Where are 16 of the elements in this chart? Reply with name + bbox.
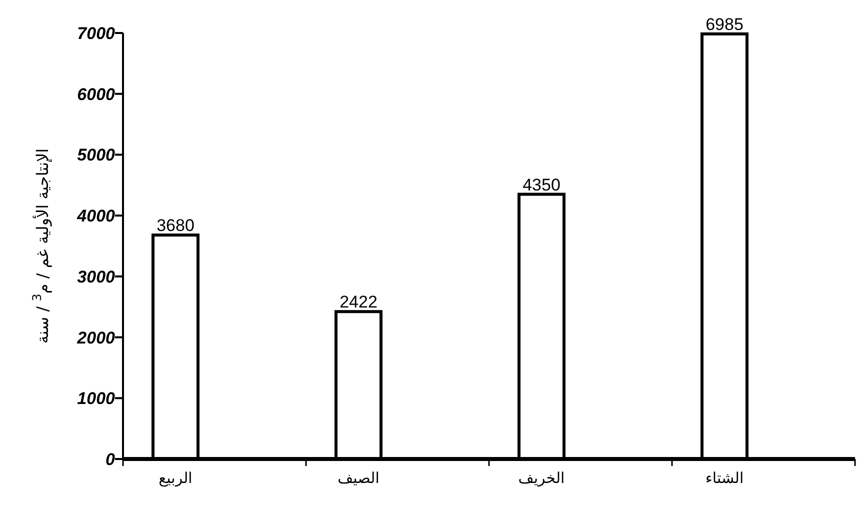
y-tick-label: 1000 <box>77 389 116 408</box>
data-label: 6985 <box>706 14 744 34</box>
data-label: 2422 <box>340 292 378 312</box>
x-tick-label: الشتاء <box>705 469 744 487</box>
x-tick-label: الصيف <box>338 469 380 487</box>
y-tick-label: 4000 <box>76 206 116 226</box>
y-tick-label: 5000 <box>77 146 116 165</box>
x-tick-label: الربيع <box>158 469 192 487</box>
y-tick-label: 6000 <box>77 84 116 104</box>
y-tick-label: 2000 <box>76 328 116 348</box>
data-label: 3680 <box>156 216 194 236</box>
data-label: 4350 <box>522 175 560 194</box>
y-tick-label: 3000 <box>77 267 116 286</box>
x-tick-label: الخريف <box>518 469 565 487</box>
y-tick-label: 7000 <box>77 24 116 43</box>
y-tick-label: 0 <box>106 450 116 469</box>
